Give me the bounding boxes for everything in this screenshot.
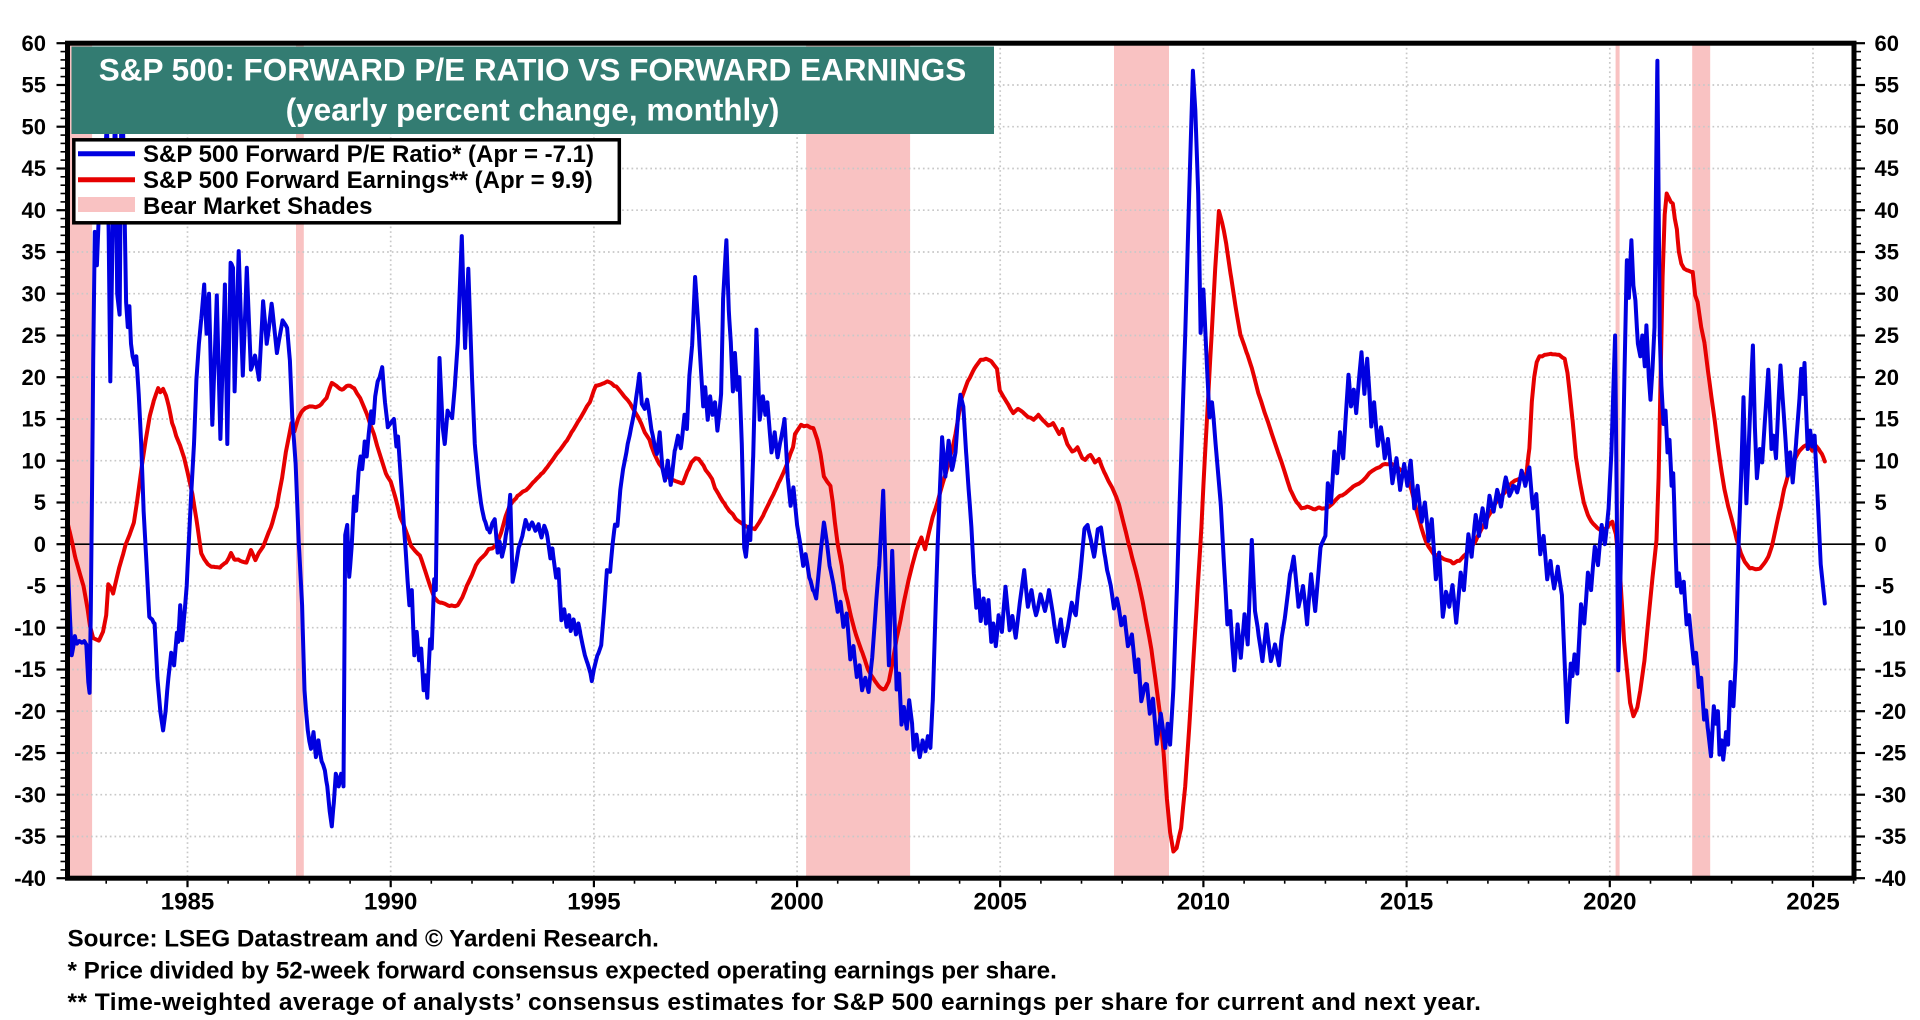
svg-text:S&P 500 Forward P/E Ratio* (Ap: S&P 500 Forward P/E Ratio* (Apr = -7.1) <box>143 141 594 168</box>
svg-text:2005: 2005 <box>974 889 1027 916</box>
svg-text:1990: 1990 <box>364 889 417 916</box>
svg-text:-30: -30 <box>1875 782 1907 807</box>
svg-text:20: 20 <box>22 365 46 390</box>
svg-text:2025: 2025 <box>1786 889 1839 916</box>
svg-text:5: 5 <box>34 490 46 515</box>
svg-text:-10: -10 <box>14 615 46 640</box>
svg-text:S&P 500 Forward Earnings** (Ap: S&P 500 Forward Earnings** (Apr = 9.9) <box>143 167 593 194</box>
svg-text:35: 35 <box>22 240 46 265</box>
svg-text:0: 0 <box>1875 532 1887 557</box>
svg-text:55: 55 <box>1875 73 1899 98</box>
svg-text:-20: -20 <box>14 699 46 724</box>
svg-text:5: 5 <box>1875 490 1887 515</box>
svg-text:2015: 2015 <box>1380 889 1433 916</box>
svg-text:-5: -5 <box>1875 574 1895 599</box>
svg-text:60: 60 <box>22 31 46 56</box>
svg-text:45: 45 <box>22 156 46 181</box>
svg-text:Bear Market Shades: Bear Market Shades <box>143 193 372 220</box>
svg-text:45: 45 <box>1875 156 1899 181</box>
svg-text:1995: 1995 <box>567 889 620 916</box>
svg-text:-30: -30 <box>14 782 46 807</box>
svg-text:-10: -10 <box>1875 615 1907 640</box>
svg-text:-15: -15 <box>14 657 46 682</box>
svg-text:15: 15 <box>22 407 46 432</box>
svg-text:50: 50 <box>22 114 46 139</box>
svg-text:-5: -5 <box>26 574 46 599</box>
svg-text:* Price divided by 52-week for: * Price divided by 52-week forward conse… <box>68 958 1057 985</box>
svg-text:25: 25 <box>1875 323 1899 348</box>
svg-text:2010: 2010 <box>1177 889 1230 916</box>
svg-text:-35: -35 <box>14 824 46 849</box>
svg-text:10: 10 <box>1875 448 1899 473</box>
svg-text:10: 10 <box>22 448 46 473</box>
svg-text:-20: -20 <box>1875 699 1907 724</box>
svg-text:2020: 2020 <box>1583 889 1636 916</box>
svg-text:-25: -25 <box>1875 741 1907 766</box>
svg-text:(yearly percent change, monthl: (yearly percent change, monthly) <box>286 92 780 128</box>
svg-text:Source: LSEG Datastream and ©: Source: LSEG Datastream and © Yardeni Re… <box>68 926 659 953</box>
svg-text:25: 25 <box>22 323 46 348</box>
svg-text:60: 60 <box>1875 31 1899 56</box>
svg-text:20: 20 <box>1875 365 1899 390</box>
svg-text:-15: -15 <box>1875 657 1907 682</box>
svg-text:-35: -35 <box>1875 824 1907 849</box>
svg-text:15: 15 <box>1875 407 1899 432</box>
svg-text:30: 30 <box>22 281 46 306</box>
svg-text:50: 50 <box>1875 114 1899 139</box>
svg-text:40: 40 <box>22 198 46 223</box>
svg-text:35: 35 <box>1875 240 1899 265</box>
svg-text:S&P 500: FORWARD P/E RATIO VS: S&P 500: FORWARD P/E RATIO VS FORWARD EA… <box>99 52 967 88</box>
svg-text:2000: 2000 <box>770 889 823 916</box>
svg-text:55: 55 <box>22 73 46 98</box>
svg-text:-40: -40 <box>1875 866 1907 891</box>
svg-text:0: 0 <box>34 532 46 557</box>
svg-text:30: 30 <box>1875 281 1899 306</box>
svg-text:1985: 1985 <box>161 889 214 916</box>
svg-text:-25: -25 <box>14 741 46 766</box>
svg-text:40: 40 <box>1875 198 1899 223</box>
svg-text:-40: -40 <box>14 866 46 891</box>
svg-text:** Time-weighted average of an: ** Time-weighted average of analysts’ co… <box>68 989 1482 1016</box>
